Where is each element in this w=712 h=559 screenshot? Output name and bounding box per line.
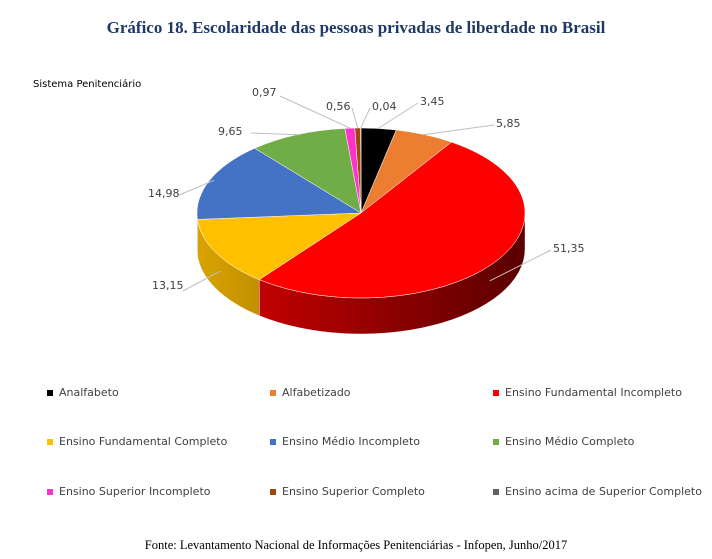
data-label: 0,56 (326, 100, 351, 113)
legend-item: Analfabeto (47, 386, 119, 399)
data-label: 51,35 (553, 242, 585, 255)
leader-line (377, 102, 419, 129)
legend-item: Ensino Superior Completo (270, 485, 425, 498)
legend-item: Ensino Fundamental Completo (47, 435, 227, 448)
legend-item: Ensino Superior Incompleto (47, 485, 211, 498)
legend-label: Ensino acima de Superior Completo (505, 485, 702, 498)
legend-label: Ensino Fundamental Incompleto (505, 386, 682, 399)
chart-subtitle: Sistema Penitenciário (33, 79, 142, 90)
legend-item: Ensino Médio Completo (493, 435, 634, 448)
pie-slice (196, 147, 362, 220)
leader-line (182, 270, 221, 292)
data-label: 0,97 (252, 86, 277, 99)
chart-title: Gráfico 18. Escolaridade das pessoas pri… (106, 18, 606, 37)
legend-item: Ensino Fundamental Incompleto (493, 386, 682, 399)
legend-label: Ensino Superior Completo (282, 485, 425, 498)
legend-swatch (270, 438, 276, 445)
legend-item: Alfabetizado (270, 386, 351, 399)
legend-label: Ensino Superior Incompleto (59, 485, 211, 498)
leader-line (351, 107, 359, 129)
pie-slice (197, 212, 362, 280)
leader-line (178, 179, 215, 196)
data-label: 5,85 (496, 117, 521, 130)
legend-swatch (493, 438, 499, 445)
leader-line (250, 132, 299, 136)
leader-line (360, 107, 371, 129)
legend-swatch (493, 488, 499, 495)
data-label: 14,98 (148, 187, 180, 200)
data-label: 0,04 (372, 100, 397, 113)
leader-line (279, 95, 351, 129)
legend-label: Ensino Médio Incompleto (282, 435, 420, 448)
legend-swatch (47, 389, 53, 396)
legend-swatch (47, 488, 53, 495)
legend-swatch (47, 438, 53, 445)
legend-label: Alfabetizado (282, 386, 351, 399)
leader-line (422, 124, 495, 136)
legend-item: Ensino Médio Incompleto (270, 435, 420, 448)
source-note: Fonte: Levantamento Nacional de Informaç… (144, 538, 568, 552)
data-label: 3,45 (420, 95, 445, 108)
legend-swatch (270, 389, 276, 396)
data-label: 9,65 (218, 125, 243, 138)
data-label: 13,15 (152, 279, 184, 292)
legend-item: Ensino acima de Superior Completo (493, 485, 702, 498)
legend-swatch (493, 389, 499, 396)
legend-label: Analfabeto (59, 386, 119, 399)
pie-chart: 3,45 5,85 51,35 13,15 14,98 9,65 0,97 0,56 0,04 (148, 86, 585, 335)
legend-label: Ensino Médio Completo (505, 435, 635, 448)
legend-label: Ensino Fundamental Completo (59, 435, 228, 448)
leader-line (489, 249, 552, 282)
pie-slice (258, 141, 526, 299)
legend-swatch (270, 488, 276, 495)
